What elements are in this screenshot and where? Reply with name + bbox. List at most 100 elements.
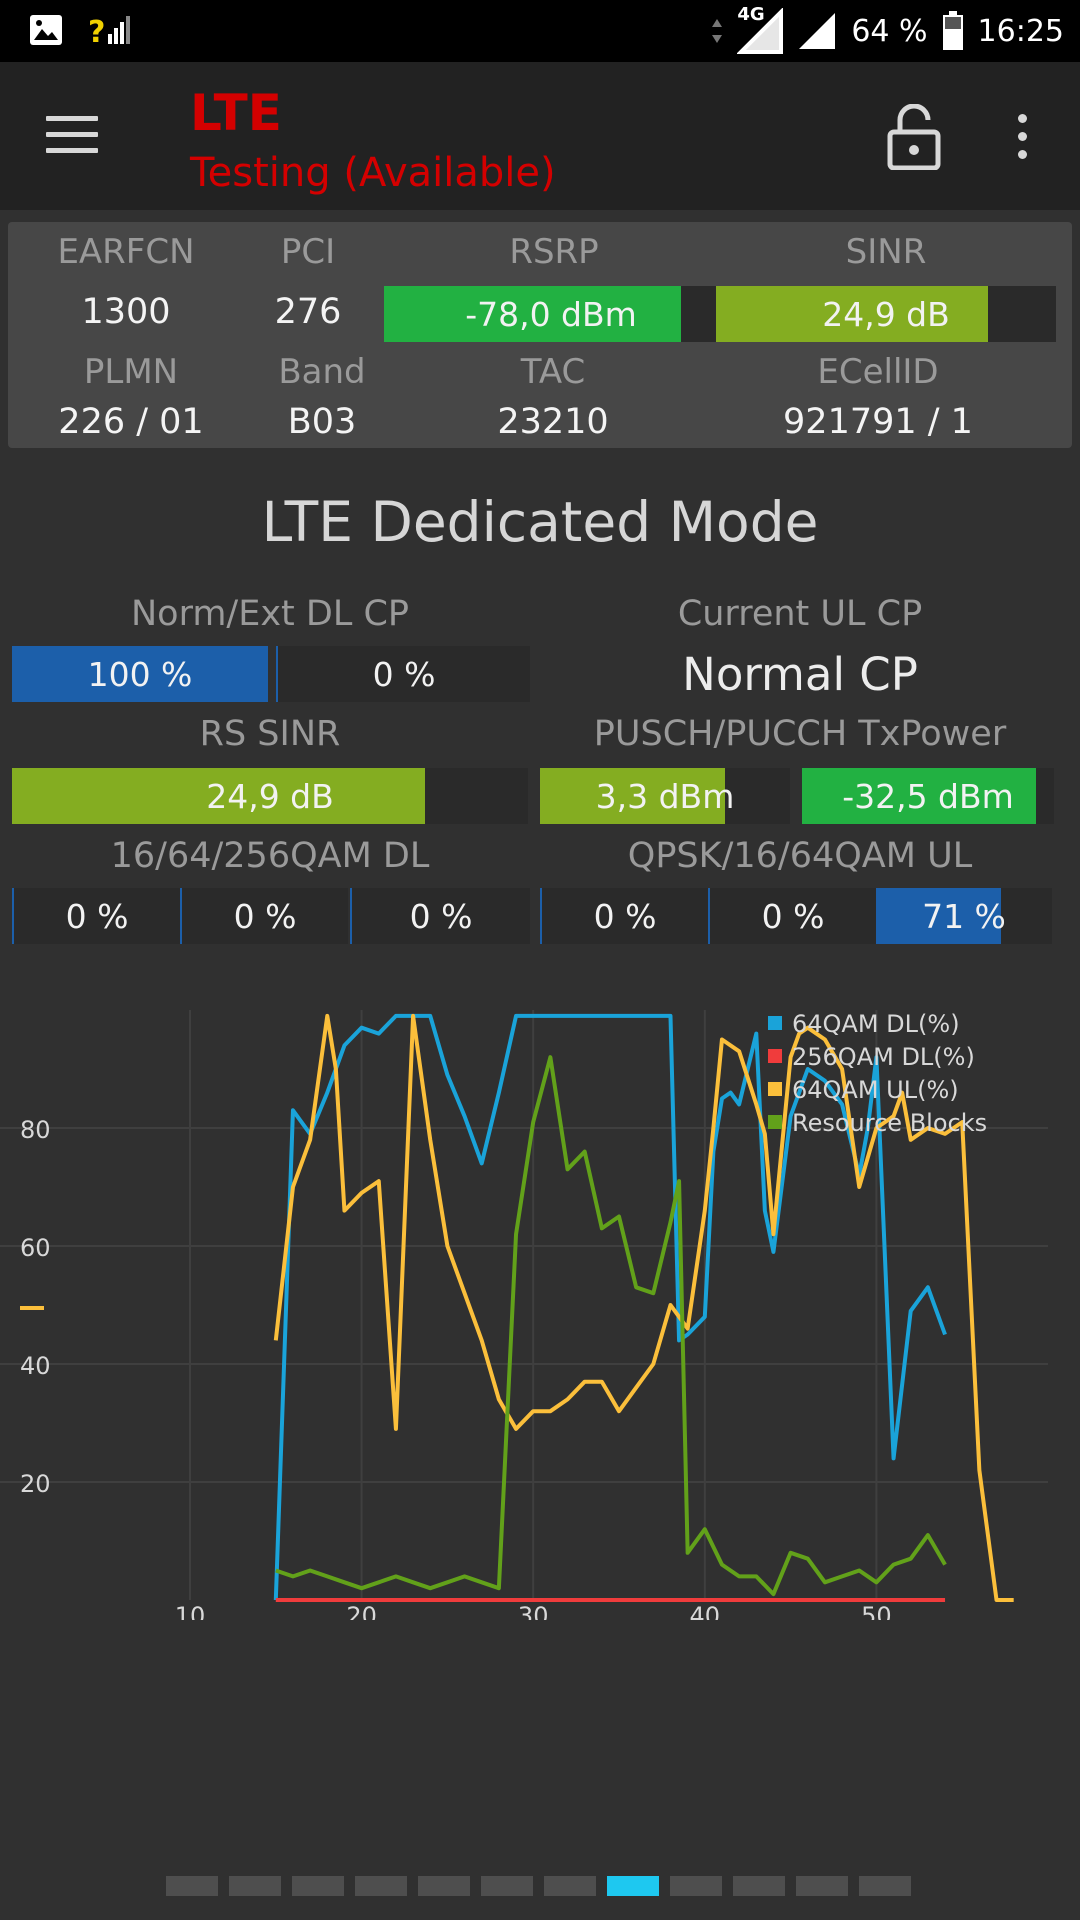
dl-cp-label: Norm/Ext DL CP — [130, 594, 410, 634]
sinr-label: SINR — [845, 232, 927, 272]
data-arrows-icon — [712, 19, 723, 43]
qpsk-ul-bar: 0 % — [540, 888, 708, 944]
legend-swatch — [768, 1049, 782, 1063]
pusch-fill — [540, 768, 725, 824]
x-tick-label: 40 — [690, 1602, 721, 1620]
legend-swatch — [768, 1115, 782, 1129]
pucch-bar: -32,5 dBm — [802, 768, 1054, 824]
earfcn-value: 1300 — [81, 292, 171, 332]
qam64-ul-value: 71 % — [922, 896, 1006, 936]
app-title: LTE — [190, 84, 282, 142]
qam-dl-label: 16/64/256QAM DL — [110, 836, 430, 876]
earfcn-label: EARFCN — [57, 232, 195, 272]
more-vert-icon[interactable] — [1006, 114, 1038, 164]
clock: 16:25 — [977, 13, 1064, 49]
dl-cp-ext-value: 0 % — [372, 654, 436, 694]
y-tick-label: 20 — [20, 1470, 51, 1498]
plmn-label: PLMN — [83, 352, 179, 392]
page-dot[interactable] — [796, 1876, 848, 1896]
page-dot[interactable] — [670, 1876, 722, 1896]
qam256-dl-bar: 0 % — [350, 888, 530, 944]
dl-cp-normal-fill — [12, 646, 268, 702]
rsrp-bar-fill — [384, 286, 682, 342]
qam64-ul-bar: 71 % — [876, 888, 1052, 944]
cell-info-panel: EARFCN 1300 PCI 276 RSRP -78,0 dBm SINR … — [8, 222, 1072, 448]
page-dot[interactable] — [166, 1876, 218, 1896]
x-tick-label: 20 — [346, 1602, 377, 1620]
band-value: B03 — [287, 402, 357, 442]
x-tick-label: 30 — [518, 1602, 549, 1620]
image-notification-icon — [30, 15, 62, 45]
rs-sinr-bar: 24,9 dB — [12, 768, 528, 824]
app-bar: LTE Testing (Available) — [0, 62, 1080, 210]
band-label: Band — [278, 352, 366, 392]
legend-swatch — [768, 1082, 782, 1096]
sinr-bar: 24,9 dB — [716, 286, 1056, 342]
svg-text:?: ? — [88, 15, 105, 48]
qam16-ul-value: 0 % — [761, 896, 825, 936]
cell-signal-icon — [737, 8, 784, 54]
page-indicator — [166, 1876, 911, 1896]
x-tick-label: 50 — [861, 1602, 892, 1620]
series-line-1 — [273, 1013, 947, 1601]
x-tick-label: 10 — [175, 1602, 206, 1620]
pusch-value: 3,3 dBm — [595, 776, 735, 816]
menu-button[interactable] — [46, 116, 98, 156]
page-dot[interactable] — [859, 1876, 911, 1896]
page-dot[interactable] — [607, 1876, 659, 1896]
menu-icon — [46, 116, 98, 121]
qam16-ul-bar: 0 % — [708, 888, 876, 944]
ecellid-value: 921791 / 1 — [783, 402, 973, 442]
page-dot[interactable] — [733, 1876, 785, 1896]
plmn-value: 226 / 01 — [58, 402, 204, 442]
series-line-3 — [273, 1013, 1014, 1602]
sinr-bar-fill — [716, 286, 988, 342]
ul-cp-label: Current UL CP — [677, 594, 923, 634]
rs-sinr-label: RS SINR — [199, 714, 341, 754]
no-sim-signal-icon: ? — [88, 15, 130, 48]
tac-value: 23210 — [497, 402, 609, 442]
ecellid-label: ECellID — [817, 352, 939, 392]
qam64-dl-value: 0 % — [233, 896, 297, 936]
qam256-dl-value: 0 % — [409, 896, 473, 936]
page-dot[interactable] — [418, 1876, 470, 1896]
rsrp-value: -78,0 dBm — [465, 294, 637, 334]
network-type: 4G — [737, 4, 765, 25]
lock-open-icon[interactable] — [884, 104, 944, 170]
cell-signal-icon — [799, 13, 836, 49]
battery-icon — [942, 11, 963, 50]
qam16-dl-bar: 0 % — [12, 888, 180, 944]
status-bar: ? 4G 64 % 16:25 — [0, 0, 1080, 62]
y-tick-label: 40 — [20, 1352, 51, 1380]
dl-cp-ext-bar: 0 % — [276, 646, 530, 702]
dl-cp-normal-bar: 100 % — [12, 646, 268, 702]
qam16-dl-value: 0 % — [65, 896, 129, 936]
line-chart[interactable]: 20 40 60 80 10 20 30 40 50 64QAM DL(%) 256QAM DL(%… — [0, 980, 1080, 1620]
legend-swatch — [768, 1016, 782, 1030]
legend-label: 64QAM DL(%) — [792, 1010, 960, 1038]
page-dot[interactable] — [355, 1876, 407, 1896]
app-subtitle: Testing (Available) — [190, 150, 556, 196]
pci-value: 276 — [274, 292, 342, 332]
tac-label: TAC — [520, 352, 586, 392]
legend-label: 64QAM UL(%) — [792, 1076, 959, 1104]
page-dot[interactable] — [481, 1876, 533, 1896]
qam64-dl-bar: 0 % — [180, 888, 348, 944]
pucch-value: -32,5 dBm — [842, 776, 1014, 816]
page-dot[interactable] — [544, 1876, 596, 1896]
page-dot[interactable] — [229, 1876, 281, 1896]
pusch-bar: 3,3 dBm — [540, 768, 790, 824]
series-line-4 — [275, 1055, 947, 1597]
txpower-label: PUSCH/PUCCH TxPower — [593, 714, 1007, 754]
battery-percent: 64 % — [851, 13, 928, 49]
page-dot[interactable] — [292, 1876, 344, 1896]
rs-sinr-fill — [12, 768, 425, 824]
section-title: LTE Dedicated Mode — [261, 490, 819, 554]
legend-label: 256QAM DL(%) — [792, 1043, 975, 1071]
dl-cp-normal-value: 100 % — [87, 654, 193, 694]
y-tick-label: 60 — [20, 1234, 51, 1262]
qpsk-ul-value: 0 % — [593, 896, 657, 936]
pucch-fill — [802, 768, 1037, 824]
qam64-ul-fill — [876, 888, 1001, 944]
ul-cp-value: Normal CP — [682, 648, 918, 701]
